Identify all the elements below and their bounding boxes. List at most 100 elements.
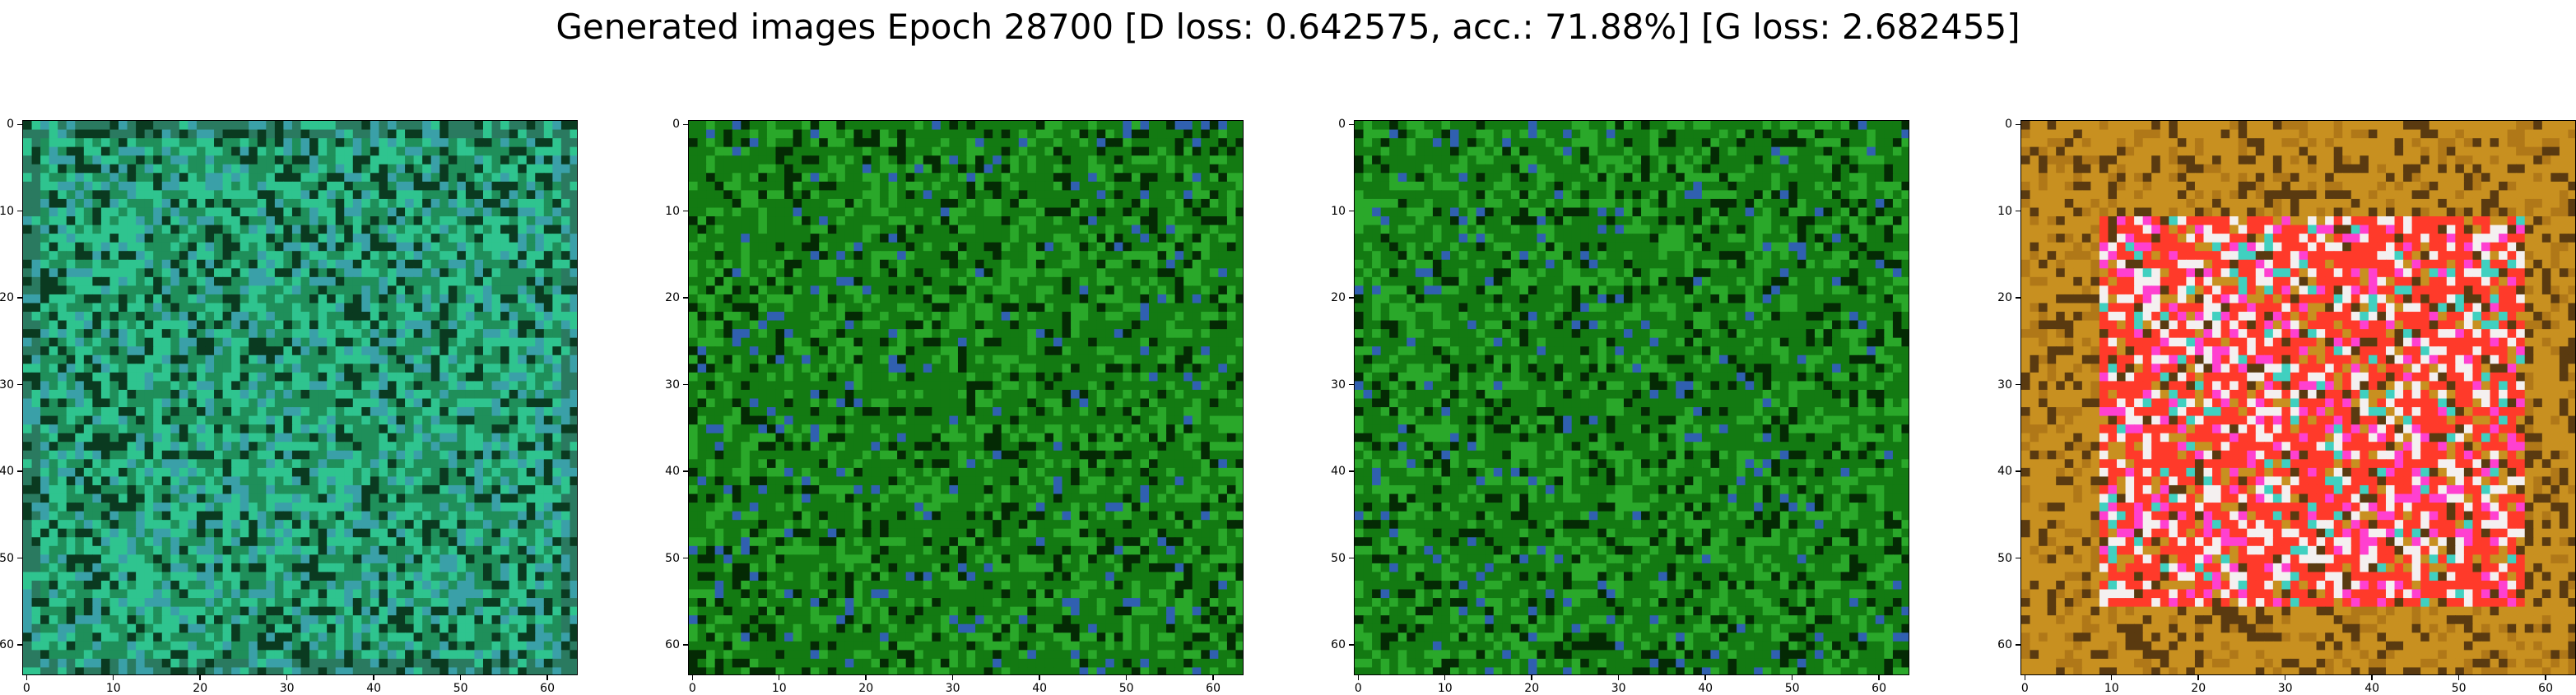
x-tick-mark (691, 675, 694, 680)
y-tick-label: 30 (1331, 378, 1346, 392)
y-tick-label: 60 (1997, 638, 2012, 652)
y-tick-label: 50 (1331, 551, 1346, 565)
generated-image-4-pixels (2021, 121, 2575, 674)
generated-image-1 (22, 120, 578, 675)
y-tick-label: 60 (1331, 638, 1346, 652)
x-tick-mark (26, 675, 28, 680)
x-tick-label: 50 (1784, 682, 1800, 695)
x-tick-label: 50 (1118, 682, 1134, 695)
x-tick-label: 20 (193, 682, 208, 695)
y-tick-mark (1349, 383, 1354, 386)
x-tick-mark (199, 675, 201, 680)
y-tick-mark (683, 557, 688, 559)
x-tick-mark (459, 675, 462, 680)
y-tick-label: 60 (0, 638, 14, 652)
x-tick-label: 0 (22, 682, 30, 695)
x-tick-label: 0 (1354, 682, 1362, 695)
x-tick-label: 30 (945, 682, 960, 695)
x-tick-mark (2545, 675, 2546, 680)
x-tick-mark (373, 675, 374, 680)
x-tick-label: 60 (540, 682, 555, 695)
y-tick-mark (683, 470, 688, 472)
x-tick-mark (1357, 675, 1360, 680)
x-tick-label: 20 (2191, 682, 2206, 695)
x-tick-mark (1039, 675, 1040, 680)
image-panel: 0 10 20 30 40 50 60 0 10 20 30 40 50 60 (1331, 118, 1909, 695)
y-tick-label: 10 (0, 204, 14, 218)
y-tick-mark (17, 123, 22, 126)
y-tick-mark (1349, 210, 1354, 212)
x-tick-mark (286, 675, 288, 680)
y-tick-mark (2016, 123, 2020, 126)
x-tick-mark (1704, 675, 1706, 680)
y-tick-mark (1349, 644, 1354, 646)
y-tick-label: 20 (0, 291, 14, 305)
y-tick-mark (17, 470, 22, 472)
y-tick-label: 40 (665, 465, 680, 479)
y-tick-mark (683, 644, 688, 646)
x-tick-label: 0 (2020, 682, 2029, 695)
x-tick-label: 40 (1698, 682, 1713, 695)
y-tick-mark (683, 123, 688, 126)
image-panel: 0 10 20 30 40 50 60 0 10 20 30 40 50 60 (1997, 118, 2576, 695)
y-tick-mark (17, 383, 22, 386)
y-tick-label: 10 (665, 204, 680, 218)
x-tick-mark (2371, 675, 2373, 680)
x-tick-mark (112, 675, 114, 680)
y-tick-label: 20 (1997, 291, 2012, 305)
y-tick-mark (2016, 470, 2020, 472)
x-tick-label: 30 (2277, 682, 2293, 695)
image-panel: 0 10 20 30 40 50 60 0 10 20 30 40 50 60 (665, 118, 1244, 695)
x-tick-mark (2284, 675, 2286, 680)
y-tick-mark (1349, 557, 1354, 559)
x-tick-mark (1212, 675, 1214, 680)
y-tick-label: 20 (1331, 291, 1346, 305)
x-tick-mark (1617, 675, 1620, 680)
y-tick-label: 40 (1997, 465, 2012, 479)
generated-image-3-pixels (1355, 121, 1909, 674)
y-tick-label: 0 (1338, 118, 1346, 132)
y-tick-mark (683, 383, 688, 386)
y-tick-label: 50 (665, 551, 680, 565)
x-tick-label: 10 (771, 682, 787, 695)
y-tick-label: 0 (7, 118, 14, 132)
x-tick-label: 20 (858, 682, 874, 695)
x-tick-mark (2110, 675, 2113, 680)
y-tick-mark (17, 210, 22, 212)
generated-image-2-pixels (689, 121, 1243, 674)
x-tick-label: 10 (105, 682, 121, 695)
x-tick-label: 30 (279, 682, 295, 695)
y-tick-mark (683, 210, 688, 212)
y-tick-mark (1349, 123, 1354, 126)
x-tick-label: 40 (1032, 682, 1048, 695)
y-tick-mark (2016, 210, 2020, 212)
generated-image-4 (2020, 120, 2576, 675)
x-tick-label: 40 (2364, 682, 2380, 695)
generated-image-2 (688, 120, 1244, 675)
y-tick-label: 50 (1997, 551, 2012, 565)
x-tick-mark (951, 675, 954, 680)
x-tick-mark (1878, 675, 1880, 680)
x-tick-mark (1125, 675, 1128, 680)
x-tick-mark (1444, 675, 1446, 680)
y-tick-mark (1349, 297, 1354, 299)
x-tick-label: 20 (1524, 682, 1540, 695)
x-tick-label: 60 (1872, 682, 1886, 695)
y-tick-mark (17, 297, 22, 299)
y-tick-label: 30 (665, 378, 680, 392)
x-tick-mark (865, 675, 867, 680)
y-tick-mark (17, 644, 22, 646)
x-tick-label: 0 (688, 682, 696, 695)
x-tick-mark (2024, 675, 2026, 680)
y-tick-mark (1349, 470, 1354, 472)
y-tick-mark (2016, 644, 2020, 646)
x-tick-mark (1531, 675, 1532, 680)
x-tick-label: 10 (2104, 682, 2119, 695)
x-tick-label: 30 (1611, 682, 1626, 695)
x-tick-label: 50 (2451, 682, 2467, 695)
generated-image-3 (1354, 120, 1909, 675)
x-tick-label: 50 (453, 682, 468, 695)
figure-title: Generated images Epoch 28700 [D loss: 0.… (556, 7, 2020, 47)
x-tick-mark (2457, 675, 2460, 680)
y-tick-mark (17, 557, 22, 559)
